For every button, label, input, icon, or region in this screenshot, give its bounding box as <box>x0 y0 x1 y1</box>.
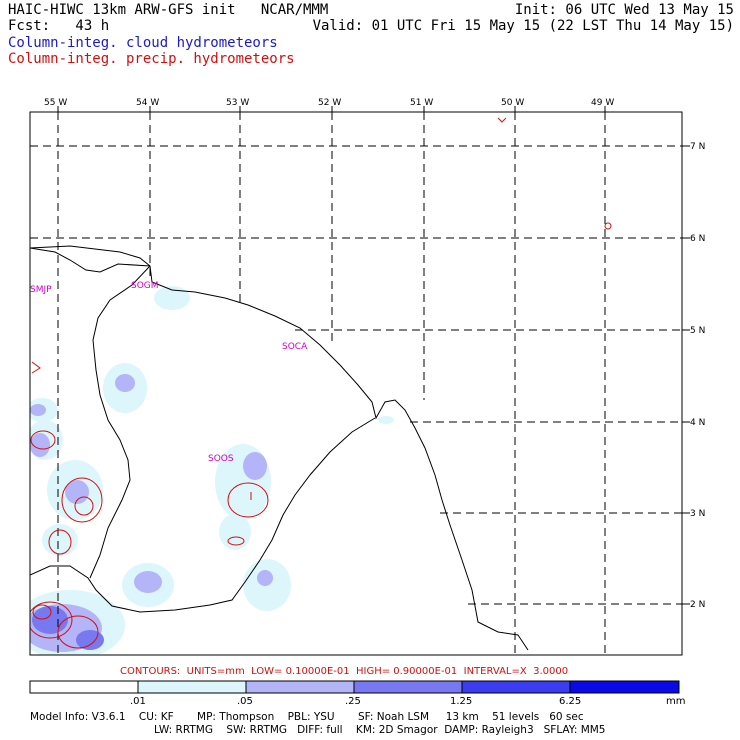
lat-label: 4 N <box>690 418 705 428</box>
station-labels: SMJP SOGM SOCA SOOS <box>30 281 308 464</box>
colorbar <box>29 680 680 694</box>
cloud-cell <box>42 524 78 556</box>
colorbar-swatch <box>137 680 247 694</box>
lon-label: 53 W <box>226 98 249 108</box>
colorbar-swatch <box>569 680 680 694</box>
precip-contour <box>48 529 72 555</box>
colorbar-label: .25 <box>345 696 361 707</box>
cloud-cell <box>243 452 267 480</box>
cloud-cell <box>219 514 251 550</box>
colorbar-swatch <box>461 680 571 694</box>
lat-label: 3 N <box>690 509 705 519</box>
precip-contour <box>31 361 41 374</box>
precip-contour <box>57 615 99 649</box>
precip-contour <box>30 601 73 639</box>
model-info-row2: LW: RRTMG SW: RRTMG DIFF: full KM: 2D Sm… <box>154 724 606 736</box>
latitude-labels: 7 N 6 N 5 N 4 N 3 N 2 N <box>690 142 705 610</box>
contours-info: CONTOURS: UNITS=mm LOW= 0.10000E-01 HIGH… <box>120 666 569 677</box>
coastline <box>30 245 529 651</box>
station-label-soca: SOCA <box>282 342 308 352</box>
coastline-borders <box>30 245 529 651</box>
suriname-border <box>30 247 151 579</box>
header-title: HAIC-HIWC 13km ARW-GFS init NCAR/MMM <box>8 2 329 18</box>
lon-label: 49 W <box>591 98 614 108</box>
cloud-cell <box>378 416 394 424</box>
lat-label: 2 N <box>690 600 705 610</box>
cloud-cell <box>76 630 104 650</box>
cloud-cell <box>30 404 46 416</box>
colorbar-label: 1.25 <box>450 696 473 707</box>
precip-contour <box>227 536 245 546</box>
colorbar-label: .05 <box>237 696 253 707</box>
colorbar-label: 6.25 <box>559 696 582 707</box>
header-forecast-hour: Fcst: 43 h <box>8 18 110 34</box>
frame-ticks <box>57 106 690 605</box>
station-label-sogm: SOGM <box>131 281 159 291</box>
precip-contour <box>74 496 94 516</box>
field-label-cloud: Column-integ. cloud hydrometeors <box>8 35 278 51</box>
cloud-cell <box>115 374 135 392</box>
header-valid-time: Valid: 01 UTC Fri 15 May 15 (22 LST Thu … <box>312 18 734 34</box>
lat-label: 6 N <box>690 234 705 244</box>
field-label-precip: Column-integ. precip. hydrometeors <box>8 51 295 67</box>
precip-contour <box>227 482 269 518</box>
lat-lon-grid <box>30 112 682 655</box>
model-info-row1: Model Info: V3.6.1 CU: KF MP: Thompson P… <box>30 711 584 723</box>
french-guiana-border <box>30 417 376 613</box>
cloud-shading <box>30 286 394 655</box>
cloud-cell <box>257 570 273 586</box>
lon-label: 50 W <box>501 98 524 108</box>
station-label-soos: SOOS <box>208 454 234 464</box>
header-init-time: Init: 06 UTC Wed 13 May 15 <box>514 2 734 18</box>
precip-contours <box>30 117 612 649</box>
colorbar-label: .01 <box>130 696 146 707</box>
lon-label: 55 W <box>44 98 67 108</box>
lon-label: 51 W <box>410 98 433 108</box>
cloud-cell <box>30 433 50 457</box>
precip-contour <box>497 117 507 123</box>
colorbar-swatch <box>245 680 355 694</box>
cloud-cell <box>134 571 162 593</box>
colorbar-swatch <box>353 680 463 694</box>
precip-contour <box>30 430 56 450</box>
precip-contour <box>32 604 52 620</box>
cloud-cell <box>154 286 190 310</box>
precip-contour <box>61 477 103 523</box>
lon-label: 52 W <box>318 98 341 108</box>
precip-contour <box>604 222 612 230</box>
colorbar-units: mm <box>666 696 686 707</box>
station-label-smjp: SMJP <box>30 285 52 295</box>
lat-label: 5 N <box>690 326 705 336</box>
cloud-cell <box>65 480 89 504</box>
cloud-cell <box>32 606 68 634</box>
colorbar-swatch <box>29 680 139 694</box>
lon-label: 54 W <box>136 98 159 108</box>
lat-label: 7 N <box>690 142 705 152</box>
plot-frame <box>29 111 683 656</box>
longitude-labels: 55 W 54 W 53 W 52 W 51 W 50 W 49 W <box>44 98 614 108</box>
